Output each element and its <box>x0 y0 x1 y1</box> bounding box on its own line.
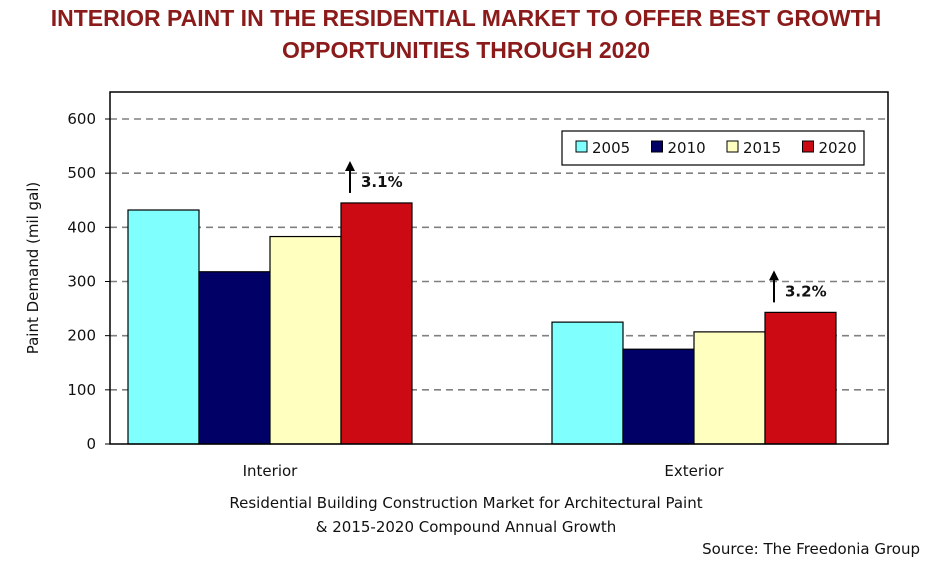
y-tick-label: 200 <box>67 327 96 345</box>
y-tick-label: 400 <box>67 218 96 236</box>
bar-exterior-2020 <box>764 311 837 445</box>
bar-interior-2010 <box>198 271 271 445</box>
bar-exterior-2010 <box>622 348 695 445</box>
y-tick-label: 300 <box>67 273 96 291</box>
y-tick-label: 100 <box>67 381 96 399</box>
legend-swatch-2020 <box>802 140 814 153</box>
legend-swatch-2005 <box>575 140 588 153</box>
chart-title-line-2: OPPORTUNITIES THROUGH 2020 <box>281 37 651 63</box>
y-tick-label: 600 <box>67 110 96 128</box>
legend-swatch-2015 <box>726 140 739 153</box>
x-axis-caption-line-1: Residential Building Construction Market… <box>229 494 703 512</box>
chart-title: INTERIOR PAINT IN THE RESIDENTIAL MARKET… <box>0 2 932 66</box>
legend-label-2020: 2020 <box>819 139 857 157</box>
bar-interior-2015 <box>269 235 342 445</box>
y-axis-label: Paint Demand (mil gal) <box>24 182 42 355</box>
y-tick-label: 0 <box>86 435 96 453</box>
legend-swatch-2010 <box>651 140 663 153</box>
growth-annotation-label: 3.1% <box>361 173 403 191</box>
up-arrow-head-icon <box>345 160 355 171</box>
x-axis-caption-line-2: & 2015-2020 Compound Annual Growth <box>315 518 617 536</box>
legend-label-2015: 2015 <box>743 139 781 157</box>
source-note: Source: The Freedonia Group <box>702 540 920 558</box>
bar-exterior-2015 <box>693 331 766 445</box>
up-arrow-head-icon <box>769 270 779 281</box>
chart-title-line-1: INTERIOR PAINT IN THE RESIDENTIAL MARKET… <box>50 5 882 31</box>
legend-label-2010: 2010 <box>668 139 706 157</box>
x-category-label: Interior <box>243 462 299 480</box>
bar-interior-2005 <box>127 209 200 445</box>
plot-border <box>109 91 889 445</box>
legend-label-2005: 2005 <box>592 139 630 157</box>
bar-exterior-2005 <box>551 321 624 445</box>
x-category-label: Exterior <box>664 462 724 480</box>
bar-interior-2020 <box>340 202 413 445</box>
growth-annotation-label: 3.2% <box>785 282 827 300</box>
y-tick-label: 500 <box>67 164 96 182</box>
legend-box <box>561 130 865 166</box>
